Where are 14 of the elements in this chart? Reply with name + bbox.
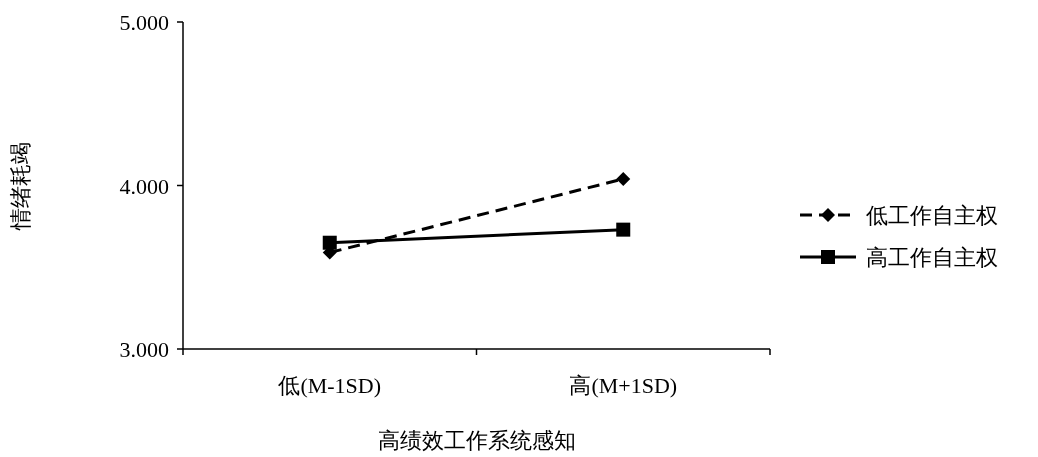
legend-label: 低工作自主权 [866,203,998,228]
point [322,235,337,250]
legend-item: 高工作自主权 [800,245,998,270]
y-tick-label: 5.000 [119,10,169,35]
legend-label: 高工作自主权 [866,245,998,270]
legend-item: 低工作自主权 [800,203,998,228]
x-tick-label: 高(M+1SD) [569,373,678,398]
y-tick-label: 4.000 [119,173,169,199]
point [616,222,631,237]
x-axis-title: 高绩效工作系统感知 [377,428,576,453]
point [616,171,631,186]
y-tick-label: 3.000 [119,337,169,362]
y-axis-title: 情绪耗竭 [8,141,33,231]
x-tick-label: 低(M-1SD) [278,373,382,398]
